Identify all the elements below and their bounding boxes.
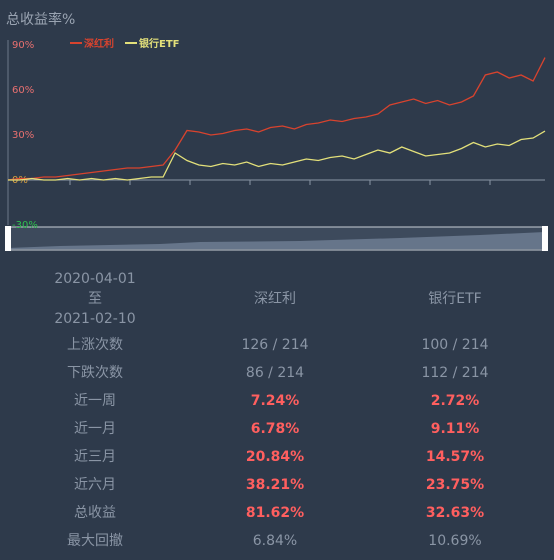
series-line	[7, 57, 546, 181]
zoom-handle-left[interactable]	[5, 226, 11, 251]
row-label: 下跌次数	[67, 365, 123, 381]
row-value: 81.62%	[245, 505, 305, 521]
row-value: 112 / 214	[421, 365, 489, 381]
column-header: 银行ETF	[428, 291, 482, 307]
chart: 总收益率% -30%0%30%60%90% 深红利 银行ETF	[5, 11, 548, 251]
row-value: 86 / 214	[245, 365, 305, 381]
row-value: 23.75%	[425, 477, 485, 493]
date-sep: 至	[88, 291, 102, 307]
zoom-handle-right[interactable]	[542, 226, 548, 251]
row-value: 2.72%	[430, 393, 480, 409]
x-ticks	[69, 180, 491, 185]
row-label: 总收益	[74, 505, 116, 521]
row-value: 126 / 214	[241, 337, 309, 353]
y-tick-label: -30%	[12, 220, 38, 231]
row-value: 38.21%	[245, 477, 305, 493]
row-value: 100 / 214	[421, 337, 489, 353]
row-label: 最大回撤	[67, 533, 123, 549]
row-value: 32.63%	[425, 505, 485, 521]
date-end: 2021-02-10	[54, 311, 136, 327]
row-label: 近三月	[74, 449, 116, 465]
row-label: 近六月	[74, 477, 116, 493]
row-label: 近一周	[74, 393, 116, 409]
row-value: 14.57%	[425, 449, 485, 465]
row-value: 10.69%	[428, 533, 482, 549]
y-tick-label: 90%	[12, 40, 34, 51]
chart-title: 总收益率%	[6, 11, 75, 28]
row-value: 7.24%	[250, 393, 300, 409]
series-line	[8, 130, 546, 181]
zoom-preview	[8, 232, 545, 249]
row-label: 近一月	[74, 421, 116, 437]
y-tick-label: 30%	[12, 130, 34, 141]
row-label: 上涨次数	[67, 337, 123, 353]
row-value: 6.78%	[250, 421, 300, 437]
row-value: 6.84%	[252, 533, 298, 549]
date-start: 2020-04-01	[54, 271, 136, 287]
y-tick-label: 60%	[12, 85, 34, 96]
column-header: 深红利	[254, 291, 296, 307]
row-value: 20.84%	[245, 449, 305, 465]
legend-label: 银行ETF	[139, 37, 179, 50]
row-value: 9.11%	[430, 421, 480, 437]
legend-label: 深红利	[84, 37, 114, 50]
